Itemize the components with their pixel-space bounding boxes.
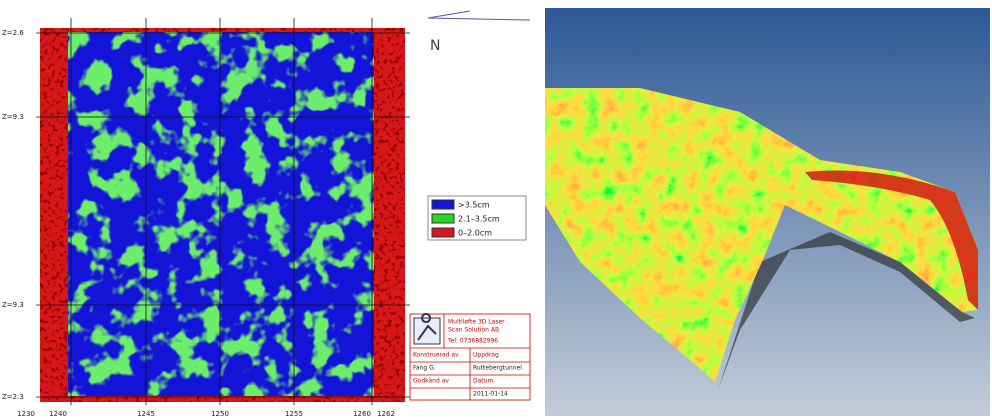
title-cell: Ruttebergtunnel xyxy=(473,365,522,372)
x-label: 1260 xyxy=(353,410,371,418)
phone: Tel: 0736882996 xyxy=(447,338,498,345)
z-label: Z=9.3 xyxy=(2,301,24,309)
legend-label: 2.1–3.5cm xyxy=(458,215,500,224)
arrow xyxy=(428,18,530,20)
z-label: Z=9.3 xyxy=(2,113,24,121)
x-label: 1240 xyxy=(49,410,67,418)
green-area xyxy=(68,32,374,396)
title-cell: Konstruerad av xyxy=(413,352,459,359)
legend-swatch xyxy=(432,200,454,209)
title-cell: 2011-01-14 xyxy=(473,391,508,398)
title-cell: Datum xyxy=(473,378,493,385)
legend-label: 0–2.0cm xyxy=(458,229,492,238)
x-label: 1255 xyxy=(285,410,303,418)
screenshot: Z=2.6 Z=9.3 Z=9.3 Z=2.3 1230 1240 1245 1250 1255… xyxy=(0,0,992,418)
x-label: 1245 xyxy=(137,410,155,418)
arrow xyxy=(428,11,470,18)
title-cell: Godkänd av xyxy=(413,378,449,385)
legend-label: >3.5cm xyxy=(458,201,490,210)
north: N xyxy=(430,38,440,54)
z-label: Z=2.3 xyxy=(2,393,24,401)
legend-swatch xyxy=(432,228,454,237)
company: Scan Solution AB xyxy=(448,327,499,334)
x-label: 1230 xyxy=(17,410,35,418)
x-label: 1262 xyxy=(377,410,395,418)
company: Multiløfte 3D Laser xyxy=(448,319,505,326)
z-label: Z=2.6 xyxy=(2,29,24,37)
title-cell: Fang G. xyxy=(413,365,436,372)
legend-swatch xyxy=(432,214,454,223)
page: {"plan_view": { "z_labels": ["Z=2.6", "Z… xyxy=(0,0,992,418)
x-label: 1250 xyxy=(211,410,229,418)
title-cell: Uppdrag xyxy=(473,352,499,359)
